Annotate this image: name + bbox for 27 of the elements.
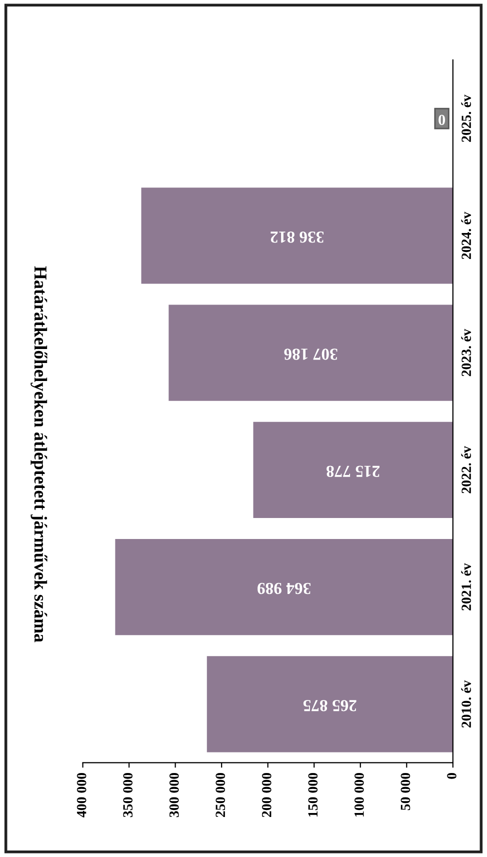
x-tick-label: 300 000 <box>169 772 179 818</box>
y-tick-label: 2025. év <box>461 94 472 142</box>
bar <box>253 422 453 518</box>
y-tick-label: 2024. év <box>461 212 472 260</box>
x-tick-label: 200 000 <box>262 772 272 818</box>
data-label: 265 875 <box>303 700 356 712</box>
text: Határátkelőhelyeken átléptetett járművek száma <box>30 266 48 642</box>
x-tick-label: 250 000 <box>216 772 226 818</box>
y-tick-label: 2010. év <box>461 680 472 728</box>
data-label: 215 778 <box>326 466 380 477</box>
y-tick-label: 2021. év <box>461 563 472 610</box>
bar <box>206 656 453 752</box>
bar <box>115 539 453 636</box>
x-tick-label: 100 000 <box>354 772 364 816</box>
x-tick-label: 0 <box>447 772 456 779</box>
data-label: 364 989 <box>258 582 311 594</box>
data-label: 336 812 <box>270 232 324 243</box>
x-tick-label: 150 000 <box>308 772 318 816</box>
bar <box>168 304 453 401</box>
bar <box>141 188 453 284</box>
x-tick-label: 50 000 <box>400 772 410 810</box>
x-tick-label: 400 000 <box>76 772 86 818</box>
x-tick-label: 350 000 <box>123 772 133 818</box>
data-label: 307 186 <box>284 348 338 360</box>
y-tick-label: 2022. év <box>461 446 472 494</box>
y-tick-label: 2023. év <box>461 328 472 376</box>
data-label: 0 <box>438 114 446 126</box>
